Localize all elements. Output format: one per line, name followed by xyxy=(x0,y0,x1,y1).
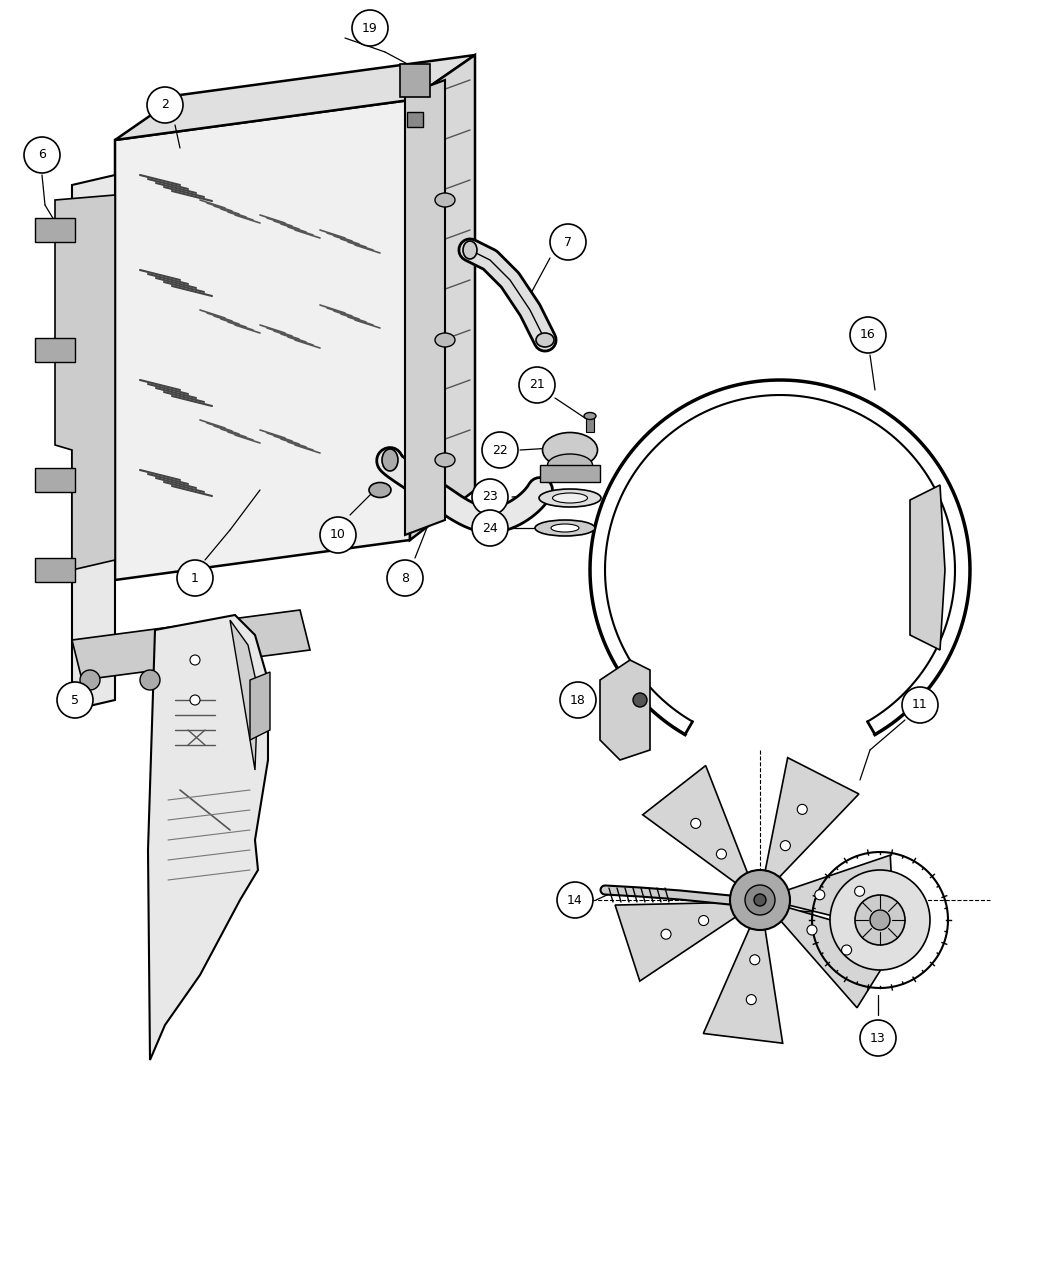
Polygon shape xyxy=(115,55,476,139)
Circle shape xyxy=(850,317,886,353)
Polygon shape xyxy=(765,757,858,879)
Circle shape xyxy=(699,916,709,926)
Ellipse shape xyxy=(535,521,595,536)
Circle shape xyxy=(859,1019,896,1056)
Polygon shape xyxy=(407,113,423,127)
Circle shape xyxy=(730,870,790,930)
Ellipse shape xyxy=(434,193,456,207)
Text: 1: 1 xyxy=(191,572,199,585)
FancyBboxPatch shape xyxy=(35,338,75,362)
FancyBboxPatch shape xyxy=(35,558,75,582)
Circle shape xyxy=(855,895,905,945)
Text: 8: 8 xyxy=(401,572,409,585)
Polygon shape xyxy=(115,100,410,579)
Ellipse shape xyxy=(539,489,601,506)
Circle shape xyxy=(519,367,555,403)
Polygon shape xyxy=(540,466,600,482)
Circle shape xyxy=(814,890,825,899)
Circle shape xyxy=(147,87,183,123)
Ellipse shape xyxy=(537,333,554,347)
Circle shape xyxy=(550,224,586,260)
Text: 7: 7 xyxy=(564,235,572,248)
Text: 24: 24 xyxy=(482,522,498,535)
Circle shape xyxy=(57,682,93,718)
Polygon shape xyxy=(704,926,783,1044)
Ellipse shape xyxy=(463,240,477,260)
Circle shape xyxy=(482,432,518,468)
Text: 2: 2 xyxy=(161,98,169,111)
Polygon shape xyxy=(910,485,945,650)
Polygon shape xyxy=(615,903,737,981)
Ellipse shape xyxy=(547,454,592,476)
Circle shape xyxy=(842,945,852,955)
Ellipse shape xyxy=(369,482,391,498)
Text: 19: 19 xyxy=(362,22,378,35)
Circle shape xyxy=(177,560,213,596)
Polygon shape xyxy=(72,610,310,680)
Circle shape xyxy=(557,883,593,918)
Polygon shape xyxy=(600,660,650,760)
Circle shape xyxy=(472,480,508,515)
Text: 23: 23 xyxy=(482,491,498,504)
Circle shape xyxy=(691,819,701,829)
Circle shape xyxy=(902,687,938,723)
Circle shape xyxy=(797,804,807,815)
Text: 6: 6 xyxy=(38,148,46,161)
Ellipse shape xyxy=(551,524,579,532)
Circle shape xyxy=(190,694,200,705)
Circle shape xyxy=(870,909,890,930)
Ellipse shape xyxy=(552,492,587,503)
Circle shape xyxy=(472,510,508,546)
Polygon shape xyxy=(72,175,115,710)
Polygon shape xyxy=(148,615,268,1060)
Circle shape xyxy=(633,693,647,707)
Text: 11: 11 xyxy=(912,698,928,711)
Circle shape xyxy=(190,655,200,665)
Polygon shape xyxy=(230,620,258,770)
Ellipse shape xyxy=(543,432,598,468)
Circle shape xyxy=(754,894,766,906)
Ellipse shape xyxy=(584,413,596,420)
Text: 10: 10 xyxy=(330,528,346,541)
Polygon shape xyxy=(586,416,594,432)
Text: 5: 5 xyxy=(70,693,79,706)
Circle shape xyxy=(781,840,790,851)
Circle shape xyxy=(320,517,356,553)
Circle shape xyxy=(661,930,671,939)
Polygon shape xyxy=(780,907,899,1008)
Circle shape xyxy=(24,137,60,173)
Ellipse shape xyxy=(434,453,456,467)
Circle shape xyxy=(140,670,160,689)
Circle shape xyxy=(746,995,756,1004)
Text: 22: 22 xyxy=(492,444,508,457)
Ellipse shape xyxy=(434,333,456,347)
FancyBboxPatch shape xyxy=(35,217,75,242)
Polygon shape xyxy=(786,856,894,931)
Ellipse shape xyxy=(382,449,398,471)
Circle shape xyxy=(854,886,865,897)
Circle shape xyxy=(352,10,388,46)
FancyBboxPatch shape xyxy=(35,468,75,492)
Text: 18: 18 xyxy=(570,693,586,706)
Polygon shape xyxy=(55,194,115,570)
Polygon shape xyxy=(410,55,476,540)
Text: 21: 21 xyxy=(529,379,545,391)
Polygon shape xyxy=(400,64,430,97)
Circle shape xyxy=(560,682,596,718)
Circle shape xyxy=(716,849,727,859)
Circle shape xyxy=(807,925,817,935)
Text: 13: 13 xyxy=(870,1031,886,1045)
Polygon shape xyxy=(250,671,270,741)
Circle shape xyxy=(80,670,100,689)
Text: 14: 14 xyxy=(567,894,583,907)
Text: 16: 16 xyxy=(861,329,876,341)
Circle shape xyxy=(750,954,760,964)
Polygon shape xyxy=(643,766,748,884)
Circle shape xyxy=(745,885,775,914)
Circle shape xyxy=(387,560,423,596)
Polygon shape xyxy=(405,81,445,535)
Circle shape xyxy=(830,870,930,969)
